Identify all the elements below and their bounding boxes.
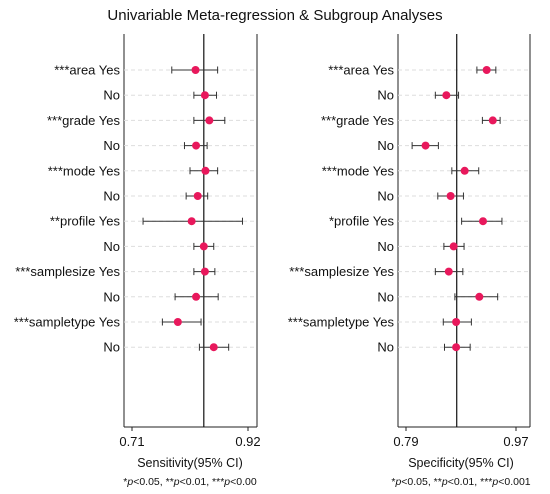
panel1-x-tick-label: 0.71 bbox=[119, 434, 144, 449]
panel1-point-estimate bbox=[199, 242, 208, 251]
label-text: profile Yes bbox=[60, 214, 120, 229]
panel2-point-estimate bbox=[449, 242, 458, 251]
panel2-row-label: No bbox=[377, 239, 394, 254]
panel1-point-estimate bbox=[187, 217, 196, 226]
footnote-part: <0.001 bbox=[498, 476, 531, 488]
panel2-row-label: No bbox=[377, 138, 394, 153]
panel2-point-estimate bbox=[479, 217, 487, 226]
significance-stars: *** bbox=[289, 264, 304, 279]
panel2-row-label: ***grade Yes bbox=[321, 113, 395, 128]
panel1-point-estimate bbox=[192, 141, 201, 150]
significance-stars: *** bbox=[47, 113, 62, 128]
panel2-row-label: No bbox=[377, 189, 394, 204]
p-symbol: p bbox=[173, 476, 180, 488]
panel2-row-label: ***sampletype Yes bbox=[288, 315, 395, 330]
panel1-row-label: No bbox=[103, 88, 120, 103]
panel2-point-estimate bbox=[442, 91, 451, 100]
panel2-point-estimate bbox=[488, 116, 497, 125]
panel2-row-label: No bbox=[377, 340, 394, 355]
label-text: samplesize Yes bbox=[304, 264, 394, 279]
label-text: area Yes bbox=[343, 63, 394, 78]
p-symbol: p bbox=[441, 476, 448, 488]
panel1-x-tick-label: 0.92 bbox=[235, 434, 260, 449]
panel1-point-estimate bbox=[200, 91, 209, 100]
panel1-row-label: No bbox=[103, 239, 120, 254]
significance-stars: *** bbox=[322, 163, 337, 178]
significance-stars: *** bbox=[54, 63, 69, 78]
panel1-point-estimate bbox=[205, 116, 214, 125]
panel1-row-label: ***samplesize Yes bbox=[15, 264, 120, 279]
panel1-point-estimate bbox=[200, 267, 209, 276]
footnote-part: * bbox=[123, 476, 127, 488]
panel2-point-estimate bbox=[460, 166, 469, 175]
panel2-x-axis-label: Specificity(95% CI) bbox=[408, 456, 514, 470]
footnote-part: <0.05, ** bbox=[133, 476, 174, 488]
panel1-point-estimate bbox=[193, 192, 202, 200]
label-text: area Yes bbox=[69, 63, 120, 78]
p-symbol: p bbox=[491, 476, 498, 488]
label-text: mode Yes bbox=[63, 163, 121, 178]
label-text: mode Yes bbox=[337, 163, 395, 178]
p-symbol: p bbox=[223, 476, 230, 488]
significance-stars: * bbox=[329, 214, 334, 229]
panel2-footnote: *p<0.05, **p<0.01, ***p<0.001 bbox=[391, 476, 530, 488]
panel1-x-axis-label: Sensitivity(95% CI) bbox=[137, 456, 243, 470]
significance-stars: *** bbox=[321, 113, 336, 128]
panel2-point-estimate bbox=[421, 141, 430, 150]
significance-stars: *** bbox=[48, 163, 63, 178]
significance-stars: *** bbox=[288, 315, 303, 330]
panel1-row-label: **profile Yes bbox=[50, 214, 121, 229]
panel1-point-estimate bbox=[209, 343, 218, 352]
footnote-part: <0.05, ** bbox=[401, 476, 442, 488]
label-text: sampletype Yes bbox=[303, 315, 395, 330]
chart-title: Univariable Meta-regression & Subgroup A… bbox=[107, 7, 442, 24]
p-symbol: p bbox=[126, 476, 133, 488]
footnote-part: * bbox=[391, 476, 395, 488]
panel1-row-label: ***sampletype Yes bbox=[14, 315, 121, 330]
label-text: sampletype Yes bbox=[29, 315, 121, 330]
panel2-row-label: *profile Yes bbox=[329, 214, 395, 229]
panel1-point-estimate bbox=[192, 292, 201, 301]
panel1-row-label: No bbox=[103, 138, 120, 153]
panel2-point-estimate bbox=[482, 66, 491, 74]
panel1-point-estimate bbox=[173, 318, 182, 326]
significance-stars: ** bbox=[50, 214, 60, 229]
panel1-row-label: No bbox=[103, 189, 120, 204]
panel2-row-label: No bbox=[377, 88, 394, 103]
significance-stars: *** bbox=[328, 63, 343, 78]
significance-stars: *** bbox=[15, 264, 30, 279]
panel2-point-estimate bbox=[475, 292, 484, 301]
panel2-row-label: ***mode Yes bbox=[322, 163, 395, 178]
p-symbol: p bbox=[394, 476, 401, 488]
panel1-row-label: No bbox=[103, 340, 120, 355]
footnote-part: <0.01, *** bbox=[448, 476, 493, 488]
footnote-part: <0.01, *** bbox=[180, 476, 225, 488]
panel1-row-label: ***grade Yes bbox=[47, 113, 121, 128]
panel2-point-estimate bbox=[446, 192, 455, 200]
panel2-x-tick-label: 0.97 bbox=[503, 434, 528, 449]
label-text: grade Yes bbox=[62, 113, 120, 128]
label-text: profile Yes bbox=[334, 214, 394, 229]
panel2-x-tick-label: 0.79 bbox=[393, 434, 418, 449]
panel1-point-estimate bbox=[201, 166, 210, 175]
panel1-row-label: No bbox=[103, 289, 120, 304]
footnote-part: <0.00 bbox=[230, 476, 257, 488]
panel1-row-label: ***mode Yes bbox=[48, 163, 121, 178]
label-text: samplesize Yes bbox=[30, 264, 120, 279]
panel1-row-label: ***area Yes bbox=[54, 63, 120, 78]
panel2-point-estimate bbox=[452, 318, 461, 326]
panel1-footnote: *p<0.05, **p<0.01, ***p<0.00 bbox=[123, 476, 257, 488]
panel2-point-estimate bbox=[444, 267, 453, 276]
panel2-row-label: No bbox=[377, 289, 394, 304]
panel1-point-estimate bbox=[191, 66, 200, 74]
label-text: grade Yes bbox=[336, 113, 394, 128]
panel2-row-label: ***samplesize Yes bbox=[289, 264, 394, 279]
panel2-row-label: ***area Yes bbox=[328, 63, 394, 78]
significance-stars: *** bbox=[14, 315, 29, 330]
panel2-point-estimate bbox=[452, 343, 461, 352]
